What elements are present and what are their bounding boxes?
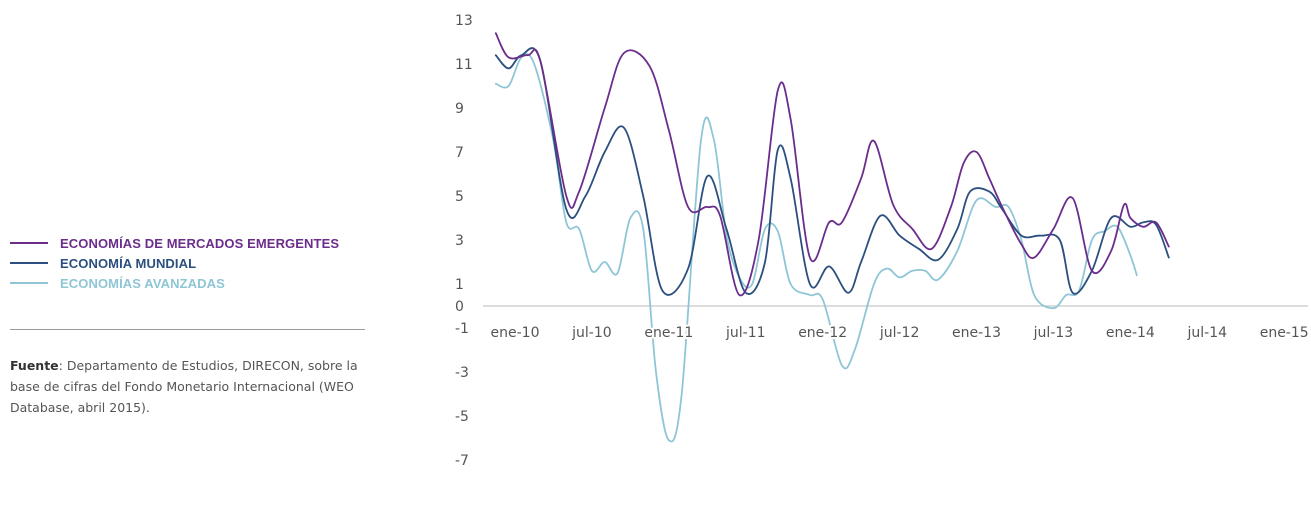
legend-swatch-emerging <box>10 242 48 244</box>
y-tick-label: 7 <box>455 145 464 161</box>
y-tick-label: 0 <box>455 299 464 315</box>
y-tick-label: -7 <box>455 453 469 469</box>
x-tick-label: ene-12 <box>798 325 847 341</box>
x-tick-label: ene-10 <box>491 325 540 341</box>
x-axis-ticks: ene-10 jul-10 ene-11 jul-11 ene-12 jul-12 ene-… <box>489 323 1311 343</box>
legend-swatch-advanced <box>10 282 48 284</box>
legend-item-world: ECONOMÍA MUNDIAL <box>10 253 339 273</box>
series-line-emerging <box>494 32 1170 297</box>
series-line-world <box>494 47 1170 296</box>
y-tick-label: 13 <box>455 13 473 29</box>
x-tick-label: jul-11 <box>725 325 766 341</box>
x-tick-label: ene-15 <box>1260 325 1309 341</box>
legend-label-emerging: ECONOMÍAS DE MERCADOS EMERGENTES <box>60 235 340 251</box>
y-tick-label: 3 <box>455 233 464 249</box>
legend-item-advanced: ECONOMÍAS AVANZADAS <box>10 273 339 293</box>
y-tick-label: 5 <box>455 189 464 205</box>
x-tick-label: jul-13 <box>1033 325 1074 341</box>
legend-swatch-world <box>10 262 48 264</box>
source-note: Fuente: Departamento de Estudios, DIRECO… <box>10 355 370 418</box>
source-label: Fuente <box>10 358 59 373</box>
x-tick-label: ene-11 <box>644 325 693 341</box>
series-lines <box>494 32 1170 443</box>
x-tick-label: jul-10 <box>571 325 612 341</box>
legend: ECONOMÍAS DE MERCADOS EMERGENTES ECONOMÍ… <box>10 233 339 293</box>
y-tick-label: -3 <box>455 365 469 381</box>
y-tick-label: -1 <box>455 321 469 337</box>
legend-label-world: ECONOMÍA MUNDIAL <box>60 255 197 271</box>
source-text: : Departamento de Estudios, DIRECON, sob… <box>10 358 358 415</box>
y-axis-ticks: 13 11 9 7 5 3 1 0 -1 -3 -5 -7 <box>455 13 473 469</box>
legend-label-advanced: ECONOMÍAS AVANZADAS <box>60 275 225 291</box>
series-line-advanced <box>494 53 1138 443</box>
y-tick-label: 11 <box>455 57 473 73</box>
y-tick-label: 1 <box>455 277 464 293</box>
x-tick-label: ene-14 <box>1106 325 1155 341</box>
legend-item-emerging: ECONOMÍAS DE MERCADOS EMERGENTES <box>10 233 339 253</box>
x-tick-label: jul-14 <box>1187 325 1228 341</box>
x-tick-label: jul-12 <box>879 325 920 341</box>
y-tick-label: 9 <box>455 101 464 117</box>
divider <box>10 329 365 330</box>
x-tick-label: ene-13 <box>952 325 1001 341</box>
y-tick-label: -5 <box>455 409 469 425</box>
